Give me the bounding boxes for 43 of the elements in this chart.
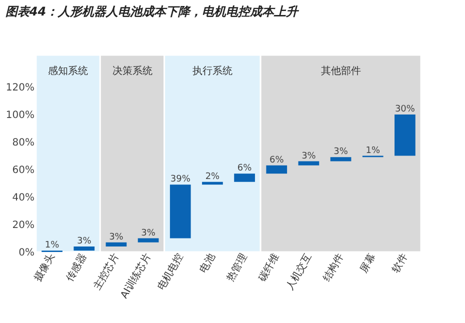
data-label: 6% xyxy=(237,164,252,174)
bar xyxy=(138,238,159,242)
y-tick-label: 40% xyxy=(12,192,34,204)
data-label: 3% xyxy=(334,147,348,158)
x-tick-label: 碳纤维 xyxy=(256,252,282,284)
data-label: 6% xyxy=(269,155,284,166)
chart-title: 图表44：人形机器人电池成本下降，电机电控成本上升 xyxy=(5,4,300,18)
data-label: 3% xyxy=(302,151,316,162)
y-tick-label: 0% xyxy=(18,248,34,258)
y-tick-label: 20% xyxy=(12,220,34,231)
band-label: 感知系统 xyxy=(48,65,88,77)
x-tick-label: 电池 xyxy=(197,252,218,275)
x-tick-label: 热管理 xyxy=(225,252,250,284)
bar xyxy=(234,174,255,182)
bar xyxy=(170,184,191,238)
x-tick-label: 屏幕 xyxy=(358,252,378,275)
data-label: 1% xyxy=(44,240,60,251)
data-label: 1% xyxy=(366,146,380,156)
band-label: 执行系统 xyxy=(192,65,232,77)
x-tick-label: 结构件 xyxy=(320,252,346,284)
data-label: 30% xyxy=(394,104,416,114)
y-tick-label: 80% xyxy=(12,138,34,148)
band-label: 其他部件 xyxy=(320,65,361,77)
band-label: 决策系统 xyxy=(112,65,152,77)
bar xyxy=(298,161,320,166)
data-label: 39% xyxy=(170,174,191,185)
bar xyxy=(74,246,95,251)
x-tick-label: 软件 xyxy=(390,252,410,275)
x-tick-label: 人机交互 xyxy=(284,252,314,292)
data-label: 3% xyxy=(141,228,156,238)
x-tick-label: 传感器 xyxy=(64,252,90,284)
bar xyxy=(202,182,223,185)
y-tick-label: 60% xyxy=(12,165,34,176)
data-label: 3% xyxy=(109,232,124,242)
data-label: 3% xyxy=(76,236,92,246)
bar xyxy=(394,114,416,156)
data-label: 2% xyxy=(205,172,220,182)
bar xyxy=(266,165,288,174)
y-tick-label: 120% xyxy=(6,82,34,94)
x-tick-label: 电机电控 xyxy=(155,252,186,292)
y-tick-label: 100% xyxy=(6,110,34,121)
bar xyxy=(106,242,127,246)
bar xyxy=(330,157,352,162)
